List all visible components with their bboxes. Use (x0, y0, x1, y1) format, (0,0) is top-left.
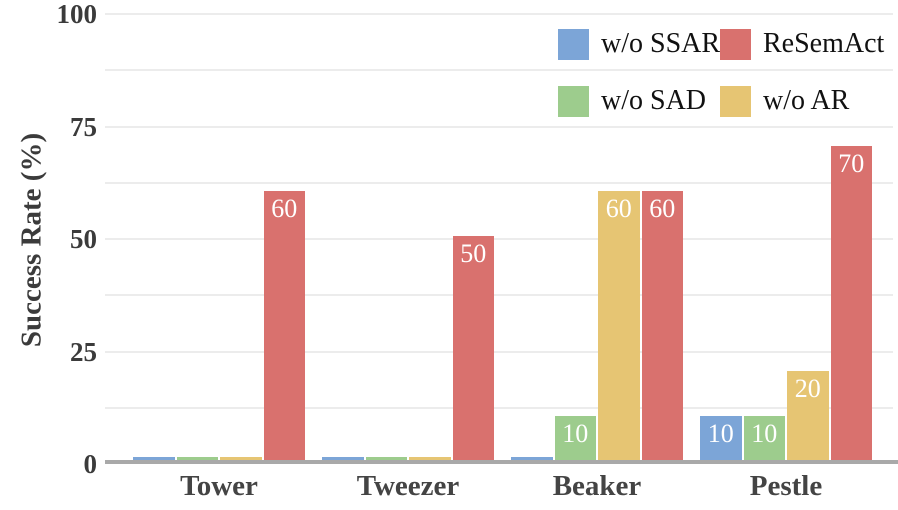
legend-item-w-o-ar: w/o AR (720, 85, 884, 117)
gridline-50 (105, 238, 893, 240)
bar-resemact-pestle: 70 (830, 146, 872, 461)
bar-value-label: 20 (794, 374, 821, 403)
gridline-75 (105, 125, 893, 128)
bar-group-tower: 60 (133, 191, 305, 461)
bar-w-o-ssar-tower (133, 456, 175, 461)
y-tick-label-100: 100 (56, 0, 98, 29)
bar-w-o-sad-tower (176, 456, 218, 461)
bar-w-o-ar-pestle: 20 (787, 371, 829, 461)
bar-value-label: 50 (460, 239, 487, 268)
bar-w-o-sad-beaker: 10 (554, 416, 596, 461)
legend-label: w/o SAD (601, 85, 707, 116)
gridline-87.5 (105, 69, 893, 72)
bar-value-label: 60 (605, 194, 632, 223)
bar-w-o-sad-pestle: 10 (743, 416, 785, 461)
legend-swatch-w-o-sad (558, 85, 589, 117)
x-axis-label-tweezer: Tweezer (356, 470, 460, 502)
gridline-37.5 (105, 294, 893, 297)
legend-item-w-o-sad: w/o SAD (558, 85, 720, 117)
gridline-62.5 (105, 181, 893, 184)
legend-swatch-resemact (720, 28, 751, 60)
bar-value-label: 60 (271, 194, 298, 223)
bar-value-label: 10 (707, 419, 734, 448)
y-tick-label-50: 50 (70, 224, 97, 254)
legend-label: ReSemAct (763, 28, 885, 59)
bar-group-pestle: 10 10 20 70 (700, 146, 872, 461)
legend: w/o SSAR ReSemAct w/o SAD w/o AR (558, 28, 884, 117)
bar-resemact-tweezer: 50 (452, 236, 494, 461)
bar-resemact-beaker: 60 (641, 191, 683, 461)
bar-group-tweezer: 50 (322, 236, 494, 461)
legend-label: w/o AR (763, 85, 850, 116)
x-axis-label-beaker: Beaker (552, 470, 642, 502)
bar-w-o-ar-beaker: 60 (598, 191, 640, 461)
y-tick-label-75: 75 (70, 111, 97, 142)
bar-w-o-sad-tweezer (365, 456, 407, 461)
bar-w-o-ssar-beaker (511, 456, 553, 461)
bar-value-label: 60 (649, 194, 676, 223)
legend-swatch-w-o-ssar (558, 28, 589, 60)
legend-label: w/o SSAR (601, 28, 721, 59)
gridline-25 (105, 350, 893, 353)
legend-swatch-w-o-ar (720, 85, 751, 117)
x-axis-label-pestle: Pestle (749, 470, 823, 502)
bar-group-beaker: 10 60 60 (511, 191, 683, 461)
bar-value-label: 70 (838, 149, 865, 178)
bar-w-o-ssar-pestle: 10 (700, 416, 742, 461)
bar-value-label: 10 (751, 419, 778, 448)
gridline-12.5 (105, 406, 893, 409)
x-axis-line (105, 460, 898, 464)
bar-resemact-tower: 60 (263, 191, 305, 461)
y-tick-label-0: 0 (83, 449, 98, 479)
bar-w-o-ar-tweezer (409, 456, 451, 461)
x-axis-label-tower: Tower (180, 470, 258, 502)
gridline-100 (105, 13, 893, 15)
bar-w-o-ssar-tweezer (322, 456, 364, 461)
x-axis-labels: Tower Tweezer Beaker Pestle (0, 470, 898, 510)
bar-value-label: 10 (562, 419, 589, 448)
legend-item-w-o-ssar: w/o SSAR (558, 28, 720, 60)
legend-item-resemact: ReSemAct (720, 28, 884, 60)
plot-area: 60 50 10 60 60 10 10 20 70 (105, 13, 893, 464)
bar-w-o-ar-tower (220, 456, 262, 461)
y-tick-label-25: 25 (70, 336, 97, 367)
